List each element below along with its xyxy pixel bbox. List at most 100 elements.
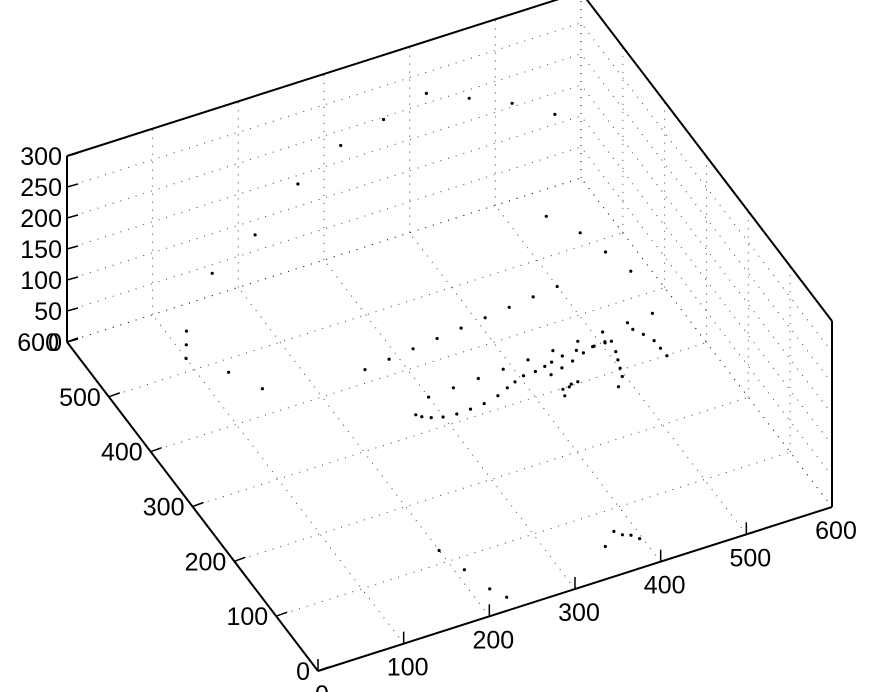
data-point xyxy=(436,337,439,340)
data-points xyxy=(185,92,669,599)
z-tick-mark xyxy=(67,246,78,249)
data-point xyxy=(388,358,391,361)
y-tick-label: 0 xyxy=(296,658,310,686)
data-point xyxy=(363,368,366,371)
data-point xyxy=(522,374,525,377)
data-point xyxy=(570,383,573,386)
data-point xyxy=(543,365,546,368)
axis-edge xyxy=(67,0,581,156)
grid-line-floor-x xyxy=(153,315,404,644)
data-point xyxy=(227,371,230,374)
data-point xyxy=(619,367,622,370)
grid-line-wall-xz xyxy=(67,85,581,249)
data-point xyxy=(508,306,511,309)
data-point xyxy=(550,373,553,376)
grid-line-wall-yz xyxy=(581,23,832,352)
y-tick-mark xyxy=(276,612,287,616)
data-point xyxy=(452,386,455,389)
z-tick-label: 100 xyxy=(20,267,62,295)
data-point xyxy=(510,102,513,105)
z-tick-label: 0 xyxy=(48,329,62,357)
x-tick-label: 500 xyxy=(729,544,771,572)
grid-line-wall-xz xyxy=(67,54,581,218)
data-point xyxy=(616,358,619,361)
data-point xyxy=(526,358,529,361)
data-point xyxy=(665,354,668,357)
axis-box xyxy=(67,0,832,671)
x-tick-label: 0 xyxy=(315,681,329,692)
data-point xyxy=(561,388,564,391)
data-point xyxy=(185,330,188,333)
data-point xyxy=(463,568,466,571)
data-point xyxy=(254,233,257,236)
data-point xyxy=(560,366,563,369)
data-point xyxy=(339,144,342,147)
z-tick-label: 250 xyxy=(20,174,62,202)
data-point xyxy=(513,380,516,383)
y-tick-label: 300 xyxy=(143,494,185,522)
data-point xyxy=(626,321,629,324)
y-tick-label: 400 xyxy=(101,439,143,467)
data-point xyxy=(211,272,214,275)
z-tick-label: 300 xyxy=(20,143,62,171)
grid-line-floor-y xyxy=(234,397,748,561)
data-point xyxy=(576,380,579,383)
x-tick-label: 400 xyxy=(644,572,686,600)
x-tick-label: 600 xyxy=(815,517,857,545)
data-point xyxy=(591,345,594,348)
data-point xyxy=(505,596,508,599)
data-point xyxy=(185,343,188,346)
data-point xyxy=(427,396,430,399)
grid-line-floor-x xyxy=(495,205,746,534)
grid-lines xyxy=(67,0,832,671)
data-point xyxy=(438,549,441,552)
data-point xyxy=(496,394,499,397)
data-point xyxy=(414,413,417,416)
data-point xyxy=(614,350,617,353)
axis-edge xyxy=(581,0,832,321)
data-point xyxy=(484,316,487,319)
z-axis-ticks: 050100150200250300 xyxy=(20,143,78,357)
data-point xyxy=(631,328,634,331)
data-point xyxy=(653,339,656,342)
data-point xyxy=(621,533,624,536)
x-tick-label: 300 xyxy=(558,599,600,627)
grid-line-wall-xz xyxy=(67,116,581,280)
y-tick-mark xyxy=(109,393,120,397)
data-point xyxy=(460,327,463,330)
data-point xyxy=(571,359,574,362)
data-point xyxy=(604,250,607,253)
grid-line-wall-yz xyxy=(581,147,832,476)
data-point xyxy=(506,386,509,389)
data-point xyxy=(483,402,486,405)
y-tick-label: 500 xyxy=(59,384,101,412)
data-point xyxy=(659,347,662,350)
data-point xyxy=(603,341,606,344)
data-point xyxy=(575,349,578,352)
x-tick-label: 100 xyxy=(387,654,429,682)
y-tick-label: 100 xyxy=(226,603,268,631)
y-tick-mark xyxy=(151,448,162,452)
y-axis-ticks: 0100200300400500600 xyxy=(17,329,329,686)
data-point xyxy=(621,375,624,378)
data-point xyxy=(420,415,423,418)
z-tick-label: 200 xyxy=(20,205,62,233)
data-point xyxy=(502,368,505,371)
data-point xyxy=(553,113,556,116)
z-tick-mark xyxy=(67,308,78,311)
data-point xyxy=(651,312,654,315)
data-point xyxy=(532,295,535,298)
data-point xyxy=(629,270,632,273)
data-point xyxy=(468,97,471,100)
data-point xyxy=(629,534,632,537)
grid-line-floor-x xyxy=(238,287,489,616)
data-point xyxy=(469,408,472,411)
data-point xyxy=(612,530,615,533)
grid-line-floor-y xyxy=(276,452,790,616)
data-point xyxy=(576,340,579,343)
data-point xyxy=(477,377,480,380)
data-point xyxy=(579,231,582,234)
grid-line-floor-x xyxy=(410,233,661,562)
grid-line-floor-y xyxy=(151,288,665,452)
data-point xyxy=(638,537,641,540)
